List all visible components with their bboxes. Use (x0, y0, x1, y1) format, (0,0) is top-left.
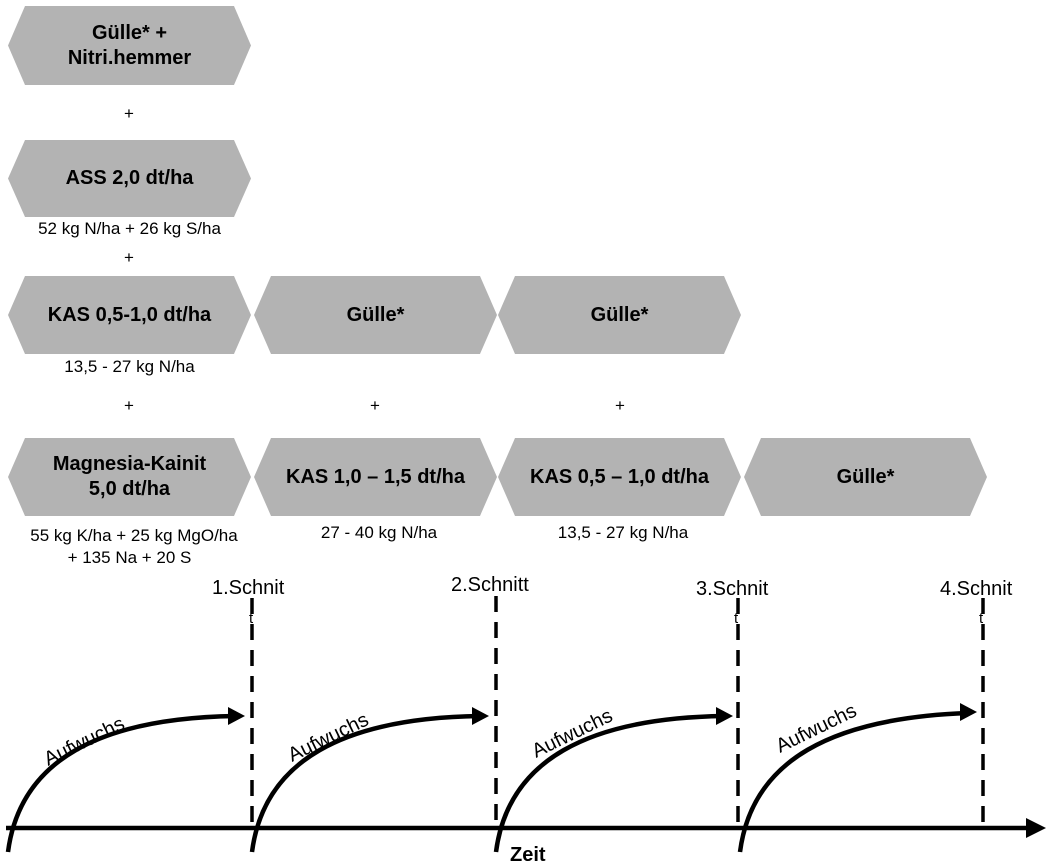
kainit-nutrients-line2: + 135 Na + 20 S (67, 548, 192, 567)
hex-guelle-col4: Gülle* (744, 438, 987, 516)
cut-label-3: 3.Schnit (696, 578, 769, 600)
cut-label-4: 4.Schnit (940, 578, 1013, 600)
growth-arc-4 (737, 710, 969, 853)
hex-guelle-col2: Gülle* (254, 276, 497, 354)
hex-magnesia-kainit: Magnesia-Kainit 5,0 dt/ha (8, 438, 251, 516)
growth-arc-3 (493, 713, 725, 853)
hex-kas-col3: KAS 0,5 – 1,0 dt/ha (498, 438, 741, 516)
plus-sign: + (124, 104, 134, 123)
growth-label-1: Aufwuchs (41, 713, 129, 771)
hex-text: KAS 0,5 – 1,0 dt/ha (530, 465, 709, 488)
cut-mark-4: t (979, 610, 984, 627)
hex-text: KAS 0,5-1,0 dt/ha (47, 303, 212, 326)
hex-text: Gülle* (346, 303, 405, 326)
growth-arrowhead-2 (472, 707, 489, 725)
hex-text-line1: Magnesia-Kainit (52, 453, 207, 475)
hex-text-line2: Nitri.hemmer (67, 46, 192, 69)
plus-sign: + (615, 396, 625, 415)
hex-text: Gülle* (590, 303, 649, 326)
growth-label-2: Aufwuchs (285, 709, 373, 767)
hex-text: Gülle* (836, 465, 895, 488)
cut-label-1: 1.Schnit (212, 577, 285, 599)
ass-nutrients: 52 kg N/ha + 26 kg S/ha (38, 219, 221, 238)
kas-col2-nutrients: 27 - 40 kg N/ha (320, 523, 438, 542)
hex-text: ASS 2,0 dt/ha (65, 167, 194, 189)
cut-label-2: 2.Schnitt (451, 574, 529, 596)
growth-arrowhead-1 (228, 707, 245, 725)
kas-col1-nutrients: 13,5 - 27 kg N/ha (64, 357, 195, 376)
cut-mark-3: t (734, 610, 739, 627)
hex-guelle-nitrihemmer: Gülle* + Nitri.hemmer (8, 6, 251, 85)
cut-mark-1: t (249, 610, 254, 627)
hex-ass: ASS 2,0 dt/ha (8, 140, 251, 217)
growth-arrowhead-4 (960, 703, 977, 721)
kas-col3-nutrients: 13,5 - 27 kg N/ha (557, 523, 689, 542)
growth-label-4: Aufwuchs (773, 700, 861, 758)
hex-kas-col2: KAS 1,0 – 1,5 dt/ha (254, 438, 497, 516)
hex-text-line1: Gülle* + (91, 21, 168, 44)
axis-label-zeit: Zeit (510, 844, 546, 864)
growth-arrowhead-3 (716, 707, 733, 725)
plus-sign: + (124, 396, 134, 415)
plus-sign: + (370, 396, 380, 415)
growth-arc-1 (5, 713, 237, 853)
hex-kas-col1: KAS 0,5-1,0 dt/ha (8, 276, 251, 354)
growth-arc-2 (249, 713, 481, 853)
plus-sign: + (124, 248, 134, 267)
hex-text-line2: 5,0 dt/ha (88, 478, 171, 500)
hex-text: KAS 1,0 – 1,5 dt/ha (286, 465, 465, 488)
kainit-nutrients-line1: 55 kg K/ha + 25 kg MgO/ha (30, 526, 238, 545)
hex-guelle-col3: Gülle* (498, 276, 741, 354)
time-axis-arrowhead (1026, 818, 1046, 838)
